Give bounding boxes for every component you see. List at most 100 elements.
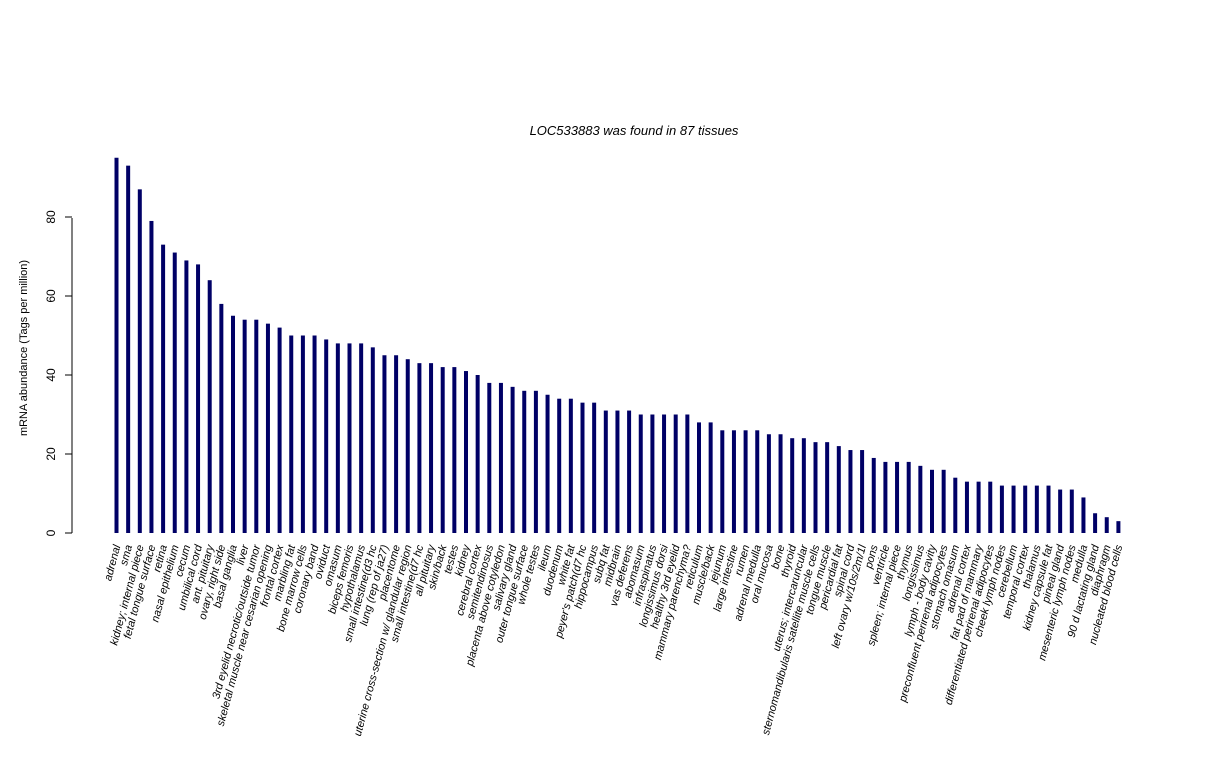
bar: [452, 367, 457, 533]
bar: [487, 382, 492, 533]
bar: [359, 343, 364, 533]
bar: [638, 414, 643, 533]
bar: [533, 390, 538, 533]
bar: [382, 355, 387, 533]
bar: [1011, 485, 1016, 533]
bar: [1046, 485, 1051, 533]
bar: [289, 335, 294, 533]
bar: [720, 430, 725, 533]
bar: [860, 450, 865, 533]
bar: [1023, 485, 1028, 533]
bar: [592, 402, 597, 533]
bar: [1034, 485, 1039, 533]
y-tick-label: 40: [44, 368, 58, 382]
bar: [813, 442, 818, 533]
bar: [522, 390, 527, 533]
bar: [149, 220, 154, 533]
bar: [766, 434, 771, 533]
bar: [999, 485, 1004, 533]
bar: [265, 323, 270, 533]
bar: [137, 189, 142, 533]
bar: [196, 264, 201, 533]
bar: [918, 465, 923, 533]
bar: [1093, 513, 1098, 533]
bar: [417, 363, 422, 533]
bar: [254, 319, 259, 533]
bar: [1116, 521, 1121, 533]
bar: [976, 481, 981, 533]
bar: [836, 446, 841, 533]
bar: [557, 398, 562, 533]
bar: [871, 457, 876, 533]
bar: [498, 382, 503, 533]
bar: [1104, 517, 1109, 533]
bar: [941, 469, 946, 533]
bar: [615, 410, 620, 533]
y-axis-label: mRNA abundance (Tags per million): [18, 260, 30, 436]
bar: [825, 442, 830, 533]
bar: [778, 434, 783, 533]
bar: [475, 375, 480, 533]
bar: [231, 315, 235, 533]
bar: [627, 410, 632, 533]
bar: [429, 363, 434, 533]
category-label: liver: [235, 542, 252, 566]
bar: [1081, 497, 1086, 533]
bar: [895, 461, 900, 533]
bar: [242, 319, 247, 533]
bar: [964, 481, 969, 533]
bar: [184, 260, 189, 533]
bar: [1069, 489, 1074, 533]
bar: [662, 414, 667, 533]
y-tick-label: 60: [44, 289, 58, 303]
bar: [790, 438, 795, 533]
y-tick-label: 20: [44, 447, 58, 461]
bar: [930, 469, 934, 533]
bar: [568, 398, 573, 533]
y-tick-label: 80: [44, 210, 58, 224]
bar: [650, 414, 655, 533]
bar: [394, 355, 399, 533]
bar: [370, 347, 375, 533]
bar: [126, 165, 131, 533]
bar: [172, 252, 177, 534]
category-label: sma: [118, 544, 135, 567]
bar: [277, 327, 282, 533]
bar: [207, 280, 212, 533]
bar: [161, 244, 166, 533]
bar: [1058, 489, 1063, 533]
bar: [300, 335, 305, 533]
bar: [988, 481, 993, 533]
bar: [697, 422, 701, 533]
bar: [464, 371, 468, 533]
bar: [848, 450, 853, 533]
bar: [743, 430, 748, 533]
bar: [440, 367, 445, 533]
bar: [708, 422, 713, 533]
bar: [906, 461, 911, 533]
bar: [755, 430, 760, 533]
chart-title: LOC533883 was found in 87 tissues: [530, 123, 739, 138]
bar: [801, 438, 806, 533]
bar: [883, 461, 888, 533]
bar: [324, 339, 329, 533]
bar: [347, 343, 352, 533]
y-tick-label: 0: [44, 529, 58, 536]
bar: [510, 386, 515, 533]
bar: [219, 303, 224, 533]
bar: [673, 414, 678, 533]
y-axis-ticks: 0 20 40 60 80: [44, 210, 72, 536]
bar: [731, 430, 736, 533]
bar: [312, 335, 317, 533]
bar: [580, 402, 585, 533]
bar: [335, 343, 340, 533]
bar: [114, 157, 119, 533]
bar: [685, 414, 690, 533]
bar: [603, 410, 608, 533]
bar: [953, 477, 958, 533]
bar: [545, 394, 550, 533]
bar: [405, 359, 410, 533]
bars-group: [114, 157, 1121, 534]
